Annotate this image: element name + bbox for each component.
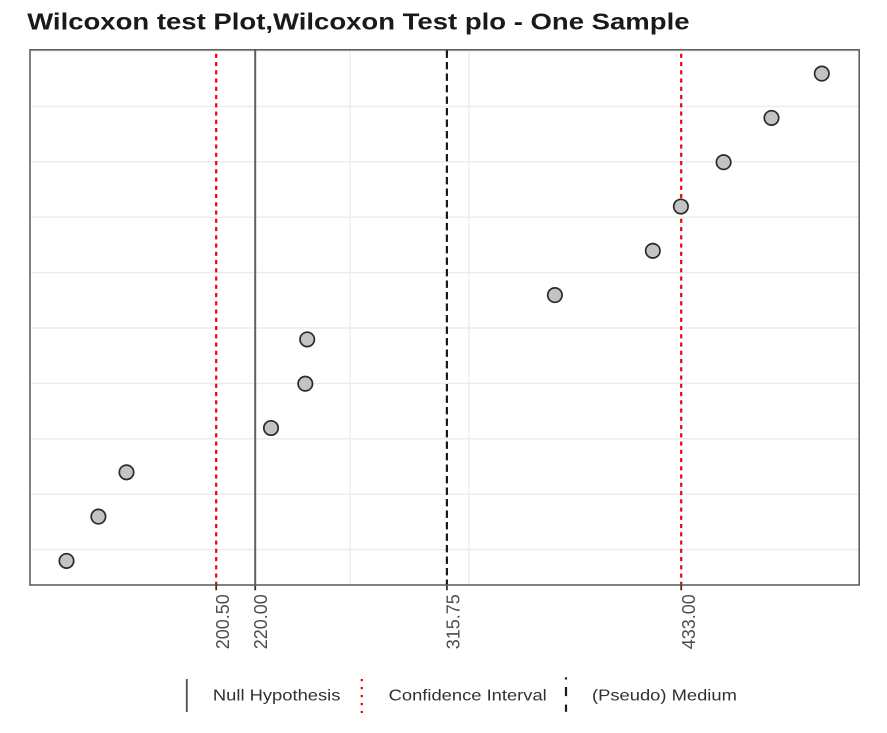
svg-text:(Pseudo) Medium: (Pseudo) Medium	[592, 687, 737, 704]
svg-text:Null Hypothesis: Null Hypothesis	[213, 687, 341, 704]
svg-text:Confidence Interval: Confidence Interval	[389, 687, 547, 704]
svg-text:200.50: 200.50	[213, 594, 233, 649]
svg-text:433.00: 433.00	[679, 594, 699, 649]
svg-text:315.75: 315.75	[444, 594, 464, 649]
svg-text:220.00: 220.00	[251, 594, 271, 649]
svg-text:Wilcoxon test Plot,Wilcoxon Te: Wilcoxon test Plot,Wilcoxon Test plo - O…	[27, 9, 689, 35]
